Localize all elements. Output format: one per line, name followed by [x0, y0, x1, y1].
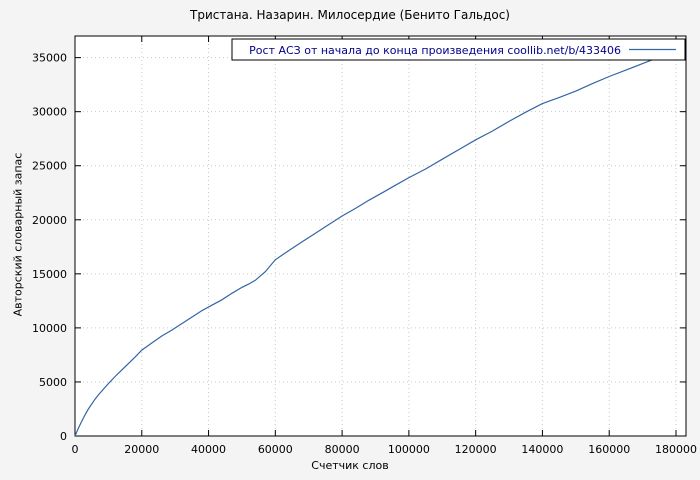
- plot-background: [75, 36, 686, 436]
- y-tick-label: 25000: [32, 160, 67, 173]
- y-tick-label: 5000: [39, 376, 67, 389]
- x-tick-label: 120000: [455, 443, 497, 456]
- x-tick-label: 20000: [124, 443, 159, 456]
- x-tick-label: 40000: [191, 443, 226, 456]
- y-tick-label: 30000: [32, 106, 67, 119]
- series-line: [74, 48, 683, 437]
- y-axis-label: Авторский словарный запас: [11, 152, 25, 317]
- x-axis-label: Счетчик слов: [311, 459, 389, 472]
- legend-label: Рост АСЗ от начала до конца произведения…: [249, 44, 621, 57]
- chart-title: Тристана. Назарин. Милосердие (Бенито Га…: [190, 8, 510, 22]
- x-tick-label: 100000: [388, 443, 430, 456]
- plot-border: [74, 35, 687, 437]
- y-tick-label: 15000: [32, 268, 67, 281]
- x-tick-label: 160000: [588, 443, 630, 456]
- y-tick-label: 20000: [32, 214, 67, 227]
- y-tick-label: 0: [60, 430, 67, 443]
- x-tick-label: 0: [72, 443, 79, 456]
- legend-box: [231, 38, 686, 61]
- x-tick-label: 140000: [521, 443, 563, 456]
- y-tick-label: 10000: [32, 322, 67, 335]
- x-tick-label: 60000: [258, 443, 293, 456]
- y-tick-label: 35000: [32, 52, 67, 65]
- x-tick-label: 180000: [655, 443, 697, 456]
- x-tick-label: 80000: [325, 443, 360, 456]
